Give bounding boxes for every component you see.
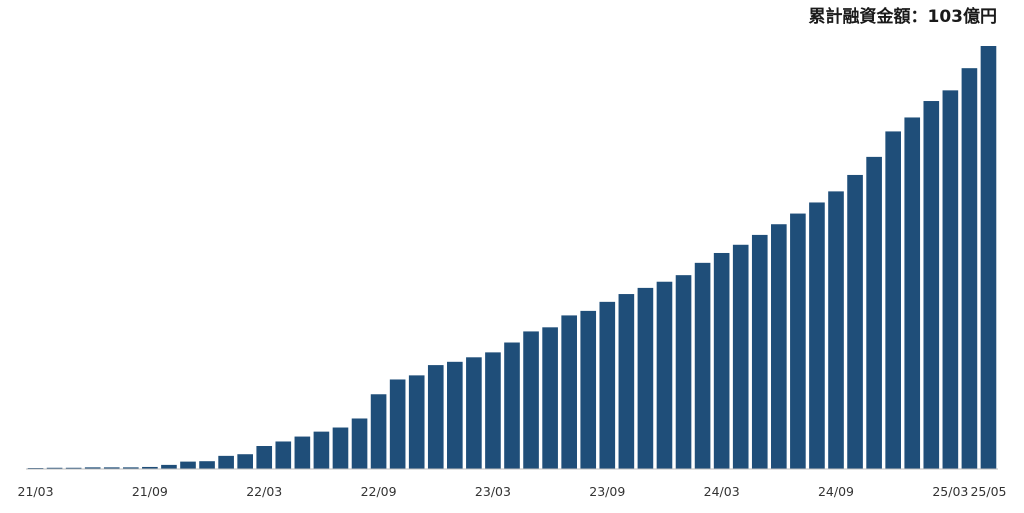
x-tick-label: 23/03 xyxy=(475,484,511,499)
bar-25/05 xyxy=(980,46,997,469)
bar-24/01 xyxy=(675,275,692,469)
bar-22/05 xyxy=(294,436,311,469)
bar-23/02 xyxy=(466,357,482,469)
x-tick-label: 22/09 xyxy=(361,484,397,499)
bar-24/02 xyxy=(694,262,711,469)
bar-23/10 xyxy=(618,294,635,469)
bar-24/10 xyxy=(847,174,863,469)
bar-25/03 xyxy=(942,90,959,469)
bar-25/02 xyxy=(923,101,940,469)
bar-22/11 xyxy=(408,375,425,469)
bar-22/12 xyxy=(427,365,444,469)
x-tick-label: 22/03 xyxy=(246,484,282,499)
bar-24/08 xyxy=(809,202,825,469)
chart-title: 累計融資金額：103億円 xyxy=(809,6,998,27)
bar-21/05 xyxy=(65,467,82,469)
bar-24/06 xyxy=(771,224,787,469)
bar-23/07 xyxy=(561,315,577,469)
bar-24/11 xyxy=(866,156,882,469)
x-tick-label: 25/03 xyxy=(932,484,968,499)
bar-24/07 xyxy=(790,213,806,469)
bar-23/12 xyxy=(656,281,673,469)
bar-21/06 xyxy=(84,467,101,469)
bar-23/05 xyxy=(523,331,539,469)
bar-21/07 xyxy=(103,467,120,469)
bar-24/09 xyxy=(828,191,844,469)
bar-22/04 xyxy=(275,441,292,469)
x-axis-tick-labels: 21/03 21/09 22/03 22/09 23/03 23/09 24/03 24/09… xyxy=(18,484,1007,499)
bar-22/10 xyxy=(389,379,406,469)
bar-25/01 xyxy=(904,117,921,470)
bar-23/04 xyxy=(504,342,520,469)
bar-21/10 xyxy=(161,464,177,469)
bar-24/03 xyxy=(713,252,730,469)
bar-21/08 xyxy=(123,467,139,469)
bar-23/01 xyxy=(447,361,463,469)
bar-22/02 xyxy=(237,454,253,469)
x-tick-label: 23/09 xyxy=(589,484,625,499)
bar-21/12 xyxy=(199,461,215,469)
bar-23/11 xyxy=(637,287,654,469)
bar-24/04 xyxy=(732,244,749,469)
bar-24/12 xyxy=(885,131,901,470)
bar-25/04 xyxy=(961,68,978,470)
bar-series xyxy=(27,46,997,470)
bar-22/06 xyxy=(313,431,330,469)
x-tick-label: 21/03 xyxy=(18,484,54,499)
bar-23/06 xyxy=(542,327,558,469)
bar-21/09 xyxy=(142,466,158,469)
bar-22/09 xyxy=(370,394,387,469)
bar-23/08 xyxy=(580,310,597,469)
bar-22/01 xyxy=(218,455,234,469)
bar-23/09 xyxy=(599,301,616,469)
bar-22/03 xyxy=(256,446,273,469)
x-tick-label: 24/09 xyxy=(818,484,854,499)
bar-21/11 xyxy=(180,461,196,469)
bar-21/04 xyxy=(46,467,63,469)
bar-22/07 xyxy=(332,427,349,469)
bar-23/03 xyxy=(485,352,501,469)
x-tick-label: 25/05 xyxy=(970,484,1006,499)
bar-22/08 xyxy=(351,418,368,469)
x-tick-label: 24/03 xyxy=(704,484,740,499)
bar-24/05 xyxy=(751,234,768,469)
x-tick-label: 21/09 xyxy=(132,484,168,499)
